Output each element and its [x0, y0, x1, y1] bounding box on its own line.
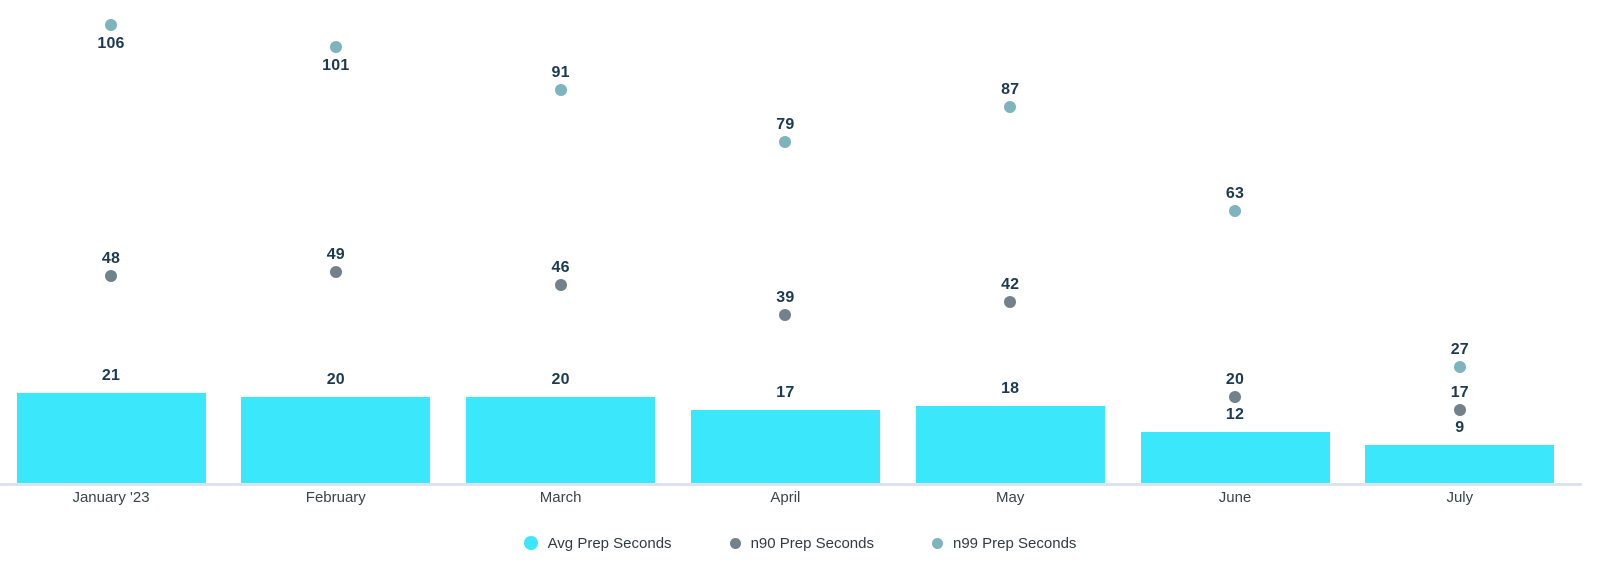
- bar-value-label-april: 17: [776, 384, 795, 402]
- n99-dot-march[interactable]: [554, 83, 567, 96]
- n99-value-label-february: 101: [322, 56, 350, 74]
- bar-july[interactable]: [1365, 445, 1555, 484]
- n90-value-label-march: 46: [551, 258, 570, 276]
- legend-label: n90 Prep Seconds: [750, 534, 874, 552]
- n99-value-label-january-23: 106: [97, 35, 125, 53]
- n99-dot-may[interactable]: [1004, 101, 1017, 114]
- x-axis-label-july: July: [1446, 489, 1474, 506]
- n99-dot-june[interactable]: [1229, 205, 1241, 218]
- n90-value-label-january-23: 48: [101, 250, 121, 268]
- legend-item-n99-prep-seconds[interactable]: n99 Prep Seconds: [931, 534, 1077, 552]
- legend-item-avg-prep-seconds[interactable]: Avg Prep Seconds: [523, 534, 672, 552]
- bar-value-label-february: 20: [326, 371, 345, 389]
- x-axis-label-january-23: January '23: [72, 489, 150, 506]
- avg-prep-seconds-swatch-icon: [523, 536, 538, 550]
- bar-march[interactable]: [466, 397, 656, 484]
- n90-dot-july[interactable]: [1453, 404, 1466, 417]
- bar-value-label-may: 18: [1001, 380, 1020, 398]
- n90-value-label-may: 42: [1001, 276, 1020, 294]
- n90-value-label-june: 20: [1225, 371, 1245, 389]
- bar-value-label-june: 12: [1225, 406, 1245, 424]
- n99-value-label-march: 91: [551, 63, 570, 81]
- n90-dot-may[interactable]: [1004, 296, 1017, 309]
- bar-april[interactable]: [690, 410, 880, 484]
- legend-label: n99 Prep Seconds: [952, 534, 1077, 552]
- n90-dot-february[interactable]: [329, 265, 342, 278]
- x-axis-label-june: June: [1218, 489, 1252, 506]
- legend: Avg Prep Seconds n90 Prep Seconds n99 Pr…: [0, 533, 1600, 553]
- bar-june[interactable]: [1140, 432, 1330, 484]
- n90-prep-seconds-swatch-icon: [729, 537, 741, 549]
- n99-dot-april[interactable]: [779, 135, 792, 148]
- bar-value-label-march: 20: [551, 371, 570, 389]
- n90-value-label-july: 17: [1450, 384, 1469, 402]
- n99-value-label-april: 79: [776, 115, 795, 133]
- bar-value-label-january-23: 21: [101, 367, 121, 385]
- x-axis-label-february: February: [305, 489, 366, 506]
- n99-value-label-may: 87: [1001, 81, 1020, 99]
- x-axis-label-april: April: [770, 489, 801, 506]
- legend-label: Avg Prep Seconds: [547, 534, 672, 552]
- bar-january-23[interactable]: [16, 393, 206, 484]
- bar-february[interactable]: [241, 397, 431, 484]
- x-axis-line: [0, 483, 1582, 486]
- x-axis-label-may: May: [996, 489, 1025, 506]
- n90-dot-april[interactable]: [779, 309, 792, 322]
- n90-dot-june[interactable]: [1229, 391, 1241, 404]
- n90-value-label-april: 39: [776, 289, 795, 307]
- n90-dot-march[interactable]: [554, 278, 567, 291]
- legend-item-n90-prep-seconds[interactable]: n90 Prep Seconds: [729, 534, 874, 552]
- n99-value-label-june: 63: [1225, 185, 1245, 203]
- n90-value-label-february: 49: [326, 245, 345, 263]
- x-axis-label-march: March: [539, 489, 582, 506]
- n99-prep-seconds-swatch-icon: [931, 537, 943, 549]
- n99-dot-february[interactable]: [329, 40, 342, 53]
- bar-value-label-july: 9: [1455, 419, 1465, 437]
- bar-may[interactable]: [915, 406, 1105, 484]
- n90-dot-january-23[interactable]: [105, 270, 117, 283]
- n99-value-label-july: 27: [1450, 341, 1469, 359]
- n99-dot-january-23[interactable]: [105, 19, 117, 32]
- n99-dot-july[interactable]: [1453, 361, 1466, 374]
